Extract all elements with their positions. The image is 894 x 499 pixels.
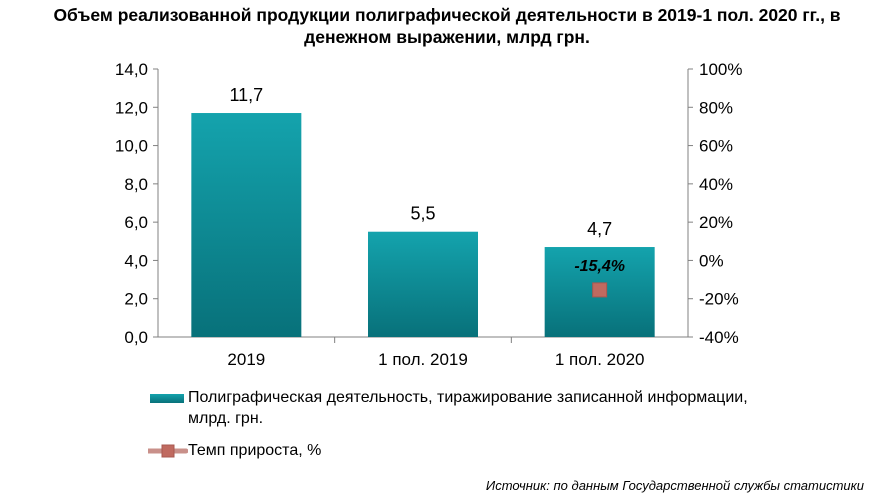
y-tick-label: 0,0 xyxy=(124,328,148,347)
bar xyxy=(191,113,302,338)
y2-tick-label: 20% xyxy=(699,213,733,232)
legend-label-bars: Полиграфическая деятельность, тиражирова… xyxy=(188,389,748,427)
bar-value-label: 4,7 xyxy=(587,219,612,239)
y2-tick-label: 0% xyxy=(699,251,724,270)
bar-value-label: 11,7 xyxy=(229,85,263,105)
bar xyxy=(368,231,478,337)
y2-tick-label: 40% xyxy=(699,175,733,194)
source-note: Источник: по данным Государственной служ… xyxy=(485,478,864,493)
chart-title-line1: Объем реализованной продукции полиграфич… xyxy=(53,5,841,25)
chart-title: Объем реализованной продукции полиграфич… xyxy=(0,4,894,48)
y2-tick-label: 100% xyxy=(699,60,742,79)
legend-swatch-line xyxy=(148,444,188,458)
y-tick-label: 4,0 xyxy=(124,251,148,270)
bar-value-label: 5,5 xyxy=(410,204,435,224)
growth-value-label: -15,4% xyxy=(574,258,625,275)
legend-label-growth: Темп прироста, % xyxy=(188,442,322,459)
x-tick-label: 1 пол. 2019 xyxy=(378,350,468,369)
y-tick-label: 14,0 xyxy=(115,60,148,79)
y-tick-label: 12,0 xyxy=(115,98,148,117)
y-tick-label: 2,0 xyxy=(124,290,148,309)
y2-tick-label: 80% xyxy=(699,98,733,117)
legend-swatch-bar xyxy=(150,394,184,403)
y-tick-label: 10,0 xyxy=(115,137,148,156)
chart-title-line2: денежном выражении, млрд грн. xyxy=(304,27,590,47)
y2-tick-label: -20% xyxy=(699,290,739,309)
x-tick-label: 1 пол. 2020 xyxy=(555,350,645,369)
x-tick-label: 2019 xyxy=(227,350,265,369)
legend-item-growth: Темп прироста, % xyxy=(148,440,321,461)
y-tick-label: 8,0 xyxy=(124,175,148,194)
legend-item-bars: Полиграфическая деятельность, тиражирова… xyxy=(148,387,748,429)
y2-tick-label: 60% xyxy=(699,137,733,156)
y2-tick-label: -40% xyxy=(699,328,739,347)
y-tick-label: 6,0 xyxy=(124,213,148,232)
growth-marker xyxy=(592,282,608,298)
